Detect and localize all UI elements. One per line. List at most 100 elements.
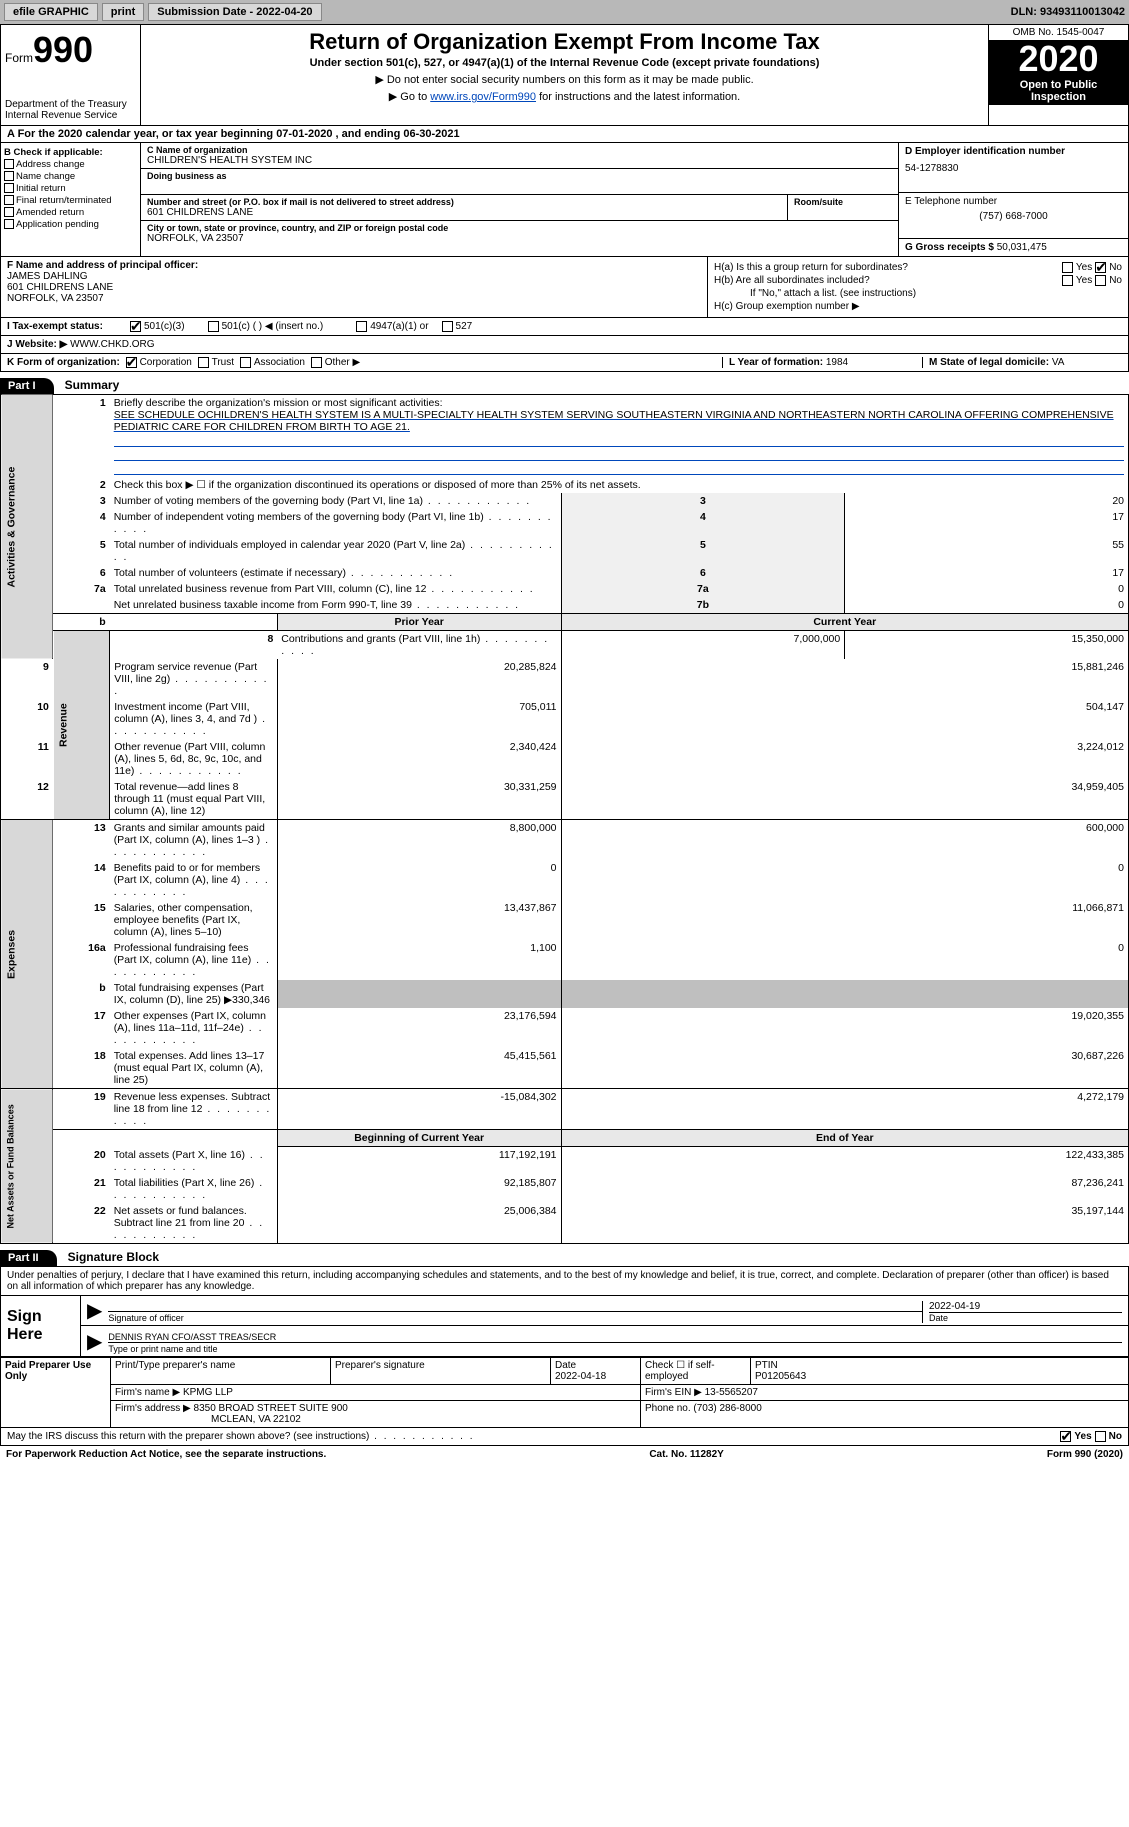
h-a-label: H(a) Is this a group return for subordin… (714, 262, 1059, 273)
line-12-label: Total revenue—add lines 8 through 11 (mu… (114, 781, 265, 817)
checkbox-name-change[interactable] (4, 171, 14, 181)
line-12-num: 12 (1, 779, 53, 820)
association-label: Association (254, 357, 305, 368)
line-20-num: 20 (53, 1147, 110, 1175)
line-10-label: Investment income (Part VIII, column (A)… (114, 701, 257, 725)
org-name-label: C Name of organization (147, 145, 892, 155)
prep-sig-label: Preparer's signature (335, 1360, 546, 1371)
line-7a-value: 0 (845, 581, 1129, 597)
tax-year: 2020 (993, 41, 1124, 77)
h-c-label: H(c) Group exemption number ▶ (714, 301, 860, 312)
checkbox-amended-return[interactable] (4, 207, 14, 217)
block-deg: D Employer identification number 54-1278… (898, 143, 1128, 256)
website-label: J Website: ▶ (7, 339, 67, 350)
form-org-label: K Form of organization: (7, 357, 120, 368)
line-16b-num: b (53, 980, 110, 1008)
block-h-group: H(a) Is this a group return for subordin… (708, 257, 1128, 317)
street-label: Number and street (or P.O. box if mail i… (147, 197, 781, 207)
officer-street: 601 CHILDRENS LANE (7, 282, 701, 293)
line-1-label: Briefly describe the organization's miss… (114, 397, 443, 409)
irs-no-checkbox[interactable] (1095, 1431, 1106, 1442)
firm-addr-label: Firm's address ▶ (115, 1403, 191, 1414)
amended-return-label: Amended return (16, 207, 84, 218)
irs-yes-checkbox[interactable] (1060, 1431, 1071, 1442)
officer-label: F Name and address of principal officer: (7, 260, 701, 271)
line-19-label: Revenue less expenses. Subtract line 18 … (114, 1091, 270, 1115)
527-checkbox[interactable] (442, 321, 453, 332)
top-toolbar: efile GRAPHIC print Submission Date - 20… (0, 0, 1129, 24)
current-year-header: Current Year (561, 614, 1128, 631)
city-label: City or town, state or province, country… (147, 223, 892, 233)
firm-ein-value: 13-5565207 (705, 1387, 758, 1398)
checkbox-initial-return[interactable] (4, 183, 14, 193)
beginning-year-header: Beginning of Current Year (277, 1130, 561, 1147)
firm-name-label: Firm's name ▶ (115, 1387, 180, 1398)
side-expenses: Expenses (1, 820, 53, 1089)
efile-graphic-button[interactable]: efile GRAPHIC (4, 3, 98, 21)
mission-blank-line (114, 461, 1124, 475)
line-4-box: 4 (561, 509, 845, 537)
line-17-label: Other expenses (Part IX, column (A), lin… (114, 1010, 266, 1034)
line-20-prior: 117,192,191 (277, 1147, 561, 1175)
h-b-yes-label: Yes (1076, 275, 1092, 286)
527-label: 527 (456, 321, 473, 332)
line-7b-box: 7b (561, 597, 845, 614)
ein-label: D Employer identification number (905, 146, 1122, 157)
checkbox-application-pending[interactable] (4, 219, 14, 229)
irs-discuss-text: May the IRS discuss this return with the… (7, 1431, 369, 1442)
block-i-tax-status: I Tax-exempt status: 501(c)(3) 501(c) ( … (0, 318, 1129, 336)
4947-checkbox[interactable] (356, 321, 367, 332)
501c3-checkbox[interactable] (130, 321, 141, 332)
other-label: Other ▶ (325, 357, 360, 368)
irs-link[interactable]: www.irs.gov/Form990 (430, 91, 536, 103)
line-18-prior: 45,415,561 (277, 1048, 561, 1089)
tax-status-label: I Tax-exempt status: (7, 321, 127, 332)
block-f-officer: F Name and address of principal officer:… (1, 257, 708, 317)
side-governance: Activities & Governance (1, 395, 53, 660)
checkbox-address-change[interactable] (4, 159, 14, 169)
irs-yes-label: Yes (1074, 1431, 1091, 1442)
form-title-box: Return of Organization Exempt From Incom… (141, 25, 988, 125)
state-domicile-label: M State of legal domicile: (929, 357, 1052, 368)
footer-right: Form 990 (2020) (1047, 1449, 1123, 1460)
line-13-prior: 8,800,000 (277, 820, 561, 861)
line-8-label: Contributions and grants (Part VIII, lin… (281, 633, 480, 645)
other-checkbox[interactable] (311, 357, 322, 368)
line-16b-curr-shade (561, 980, 1128, 1008)
initial-return-label: Initial return (16, 183, 66, 194)
association-checkbox[interactable] (240, 357, 251, 368)
line-9-prior: 20,285,824 (277, 659, 561, 699)
paid-preparer-table: Paid Preparer Use Only Print/Type prepar… (0, 1357, 1129, 1428)
line-10-prior: 705,011 (277, 699, 561, 739)
corporation-checkbox[interactable] (126, 357, 137, 368)
footer-mid: Cat. No. 11282Y (649, 1449, 723, 1460)
line-18-curr: 30,687,226 (561, 1048, 1128, 1089)
trust-checkbox[interactable] (198, 357, 209, 368)
print-button[interactable]: print (102, 3, 144, 21)
h-a-no-checkbox[interactable] (1095, 262, 1106, 273)
block-fh: F Name and address of principal officer:… (0, 257, 1129, 318)
type-name-label: Type or print name and title (108, 1342, 1122, 1354)
line-7a-box: 7a (561, 581, 845, 597)
line-11-prior: 2,340,424 (277, 739, 561, 779)
checkbox-final-return[interactable] (4, 195, 14, 205)
h-b-yes-checkbox[interactable] (1062, 275, 1073, 286)
signature-arrow-icon: ▶ (87, 1298, 102, 1323)
part-2-header-row: Part II Signature Block (0, 1244, 1129, 1266)
line-5-box: 5 (561, 537, 845, 565)
officer-name-title: DENNIS RYAN CFO/ASST TREAS/SECR (108, 1332, 1122, 1342)
line-22-label: Net assets or fund balances. Subtract li… (114, 1205, 247, 1229)
line-7b-num (53, 597, 110, 614)
end-year-header: End of Year (561, 1130, 1128, 1147)
website-value: WWW.CHKD.ORG (70, 339, 154, 350)
h-b-no-checkbox[interactable] (1095, 275, 1106, 286)
h-a-yes-checkbox[interactable] (1062, 262, 1073, 273)
line-19-curr: 4,272,179 (561, 1089, 1128, 1130)
block-klm: K Form of organization: Corporation Trus… (0, 354, 1129, 372)
block-k-form-org: K Form of organization: Corporation Trus… (7, 357, 722, 368)
street-value: 601 CHILDRENS LANE (147, 207, 781, 218)
tax-year-box: 2020 (989, 41, 1128, 77)
line-7a-label: Total unrelated business revenue from Pa… (114, 583, 427, 595)
line-3-value: 20 (845, 493, 1129, 509)
501c-checkbox[interactable] (208, 321, 219, 332)
